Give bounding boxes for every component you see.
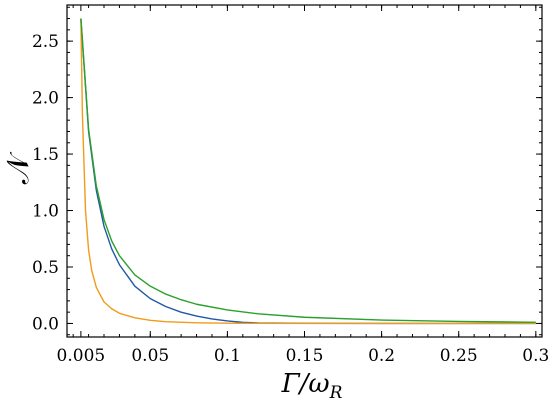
x-axis-label: Γ/ωR bbox=[281, 369, 343, 403]
x-tick-label: 0.005 bbox=[57, 346, 106, 366]
y-axis-label: 𝒩 bbox=[1, 151, 36, 184]
series-layer bbox=[80, 18, 536, 325]
series-line-3 bbox=[80, 18, 536, 324]
x-tick-label: 0.3 bbox=[522, 346, 549, 366]
x-axis-label-subscript: R bbox=[329, 383, 343, 403]
x-tick-label: 0.15 bbox=[286, 346, 324, 366]
x-tick-label: 0.1 bbox=[214, 346, 241, 366]
y-tick-label: 2.5 bbox=[32, 32, 59, 52]
series-line-2 bbox=[80, 18, 536, 325]
y-tick-label: 1.0 bbox=[32, 202, 59, 222]
y-tick-label: 2.0 bbox=[32, 89, 59, 109]
x-tick-label: 0.25 bbox=[440, 346, 478, 366]
y-tick-label: 0.5 bbox=[32, 258, 59, 278]
ticks-layer: 0.005 0.05 0.1 0.15 0.2 0.25 0.3 0.0 0.5 1.0 1.5 2.… bbox=[32, 5, 549, 366]
x-tick-label: 0.05 bbox=[131, 346, 169, 366]
series-line-1 bbox=[80, 18, 536, 325]
y-tick-label: 1.5 bbox=[32, 145, 59, 165]
plot-frame bbox=[66, 4, 543, 338]
x-tick-label: 0.2 bbox=[368, 346, 395, 366]
y-tick-label: 0.0 bbox=[32, 314, 59, 334]
